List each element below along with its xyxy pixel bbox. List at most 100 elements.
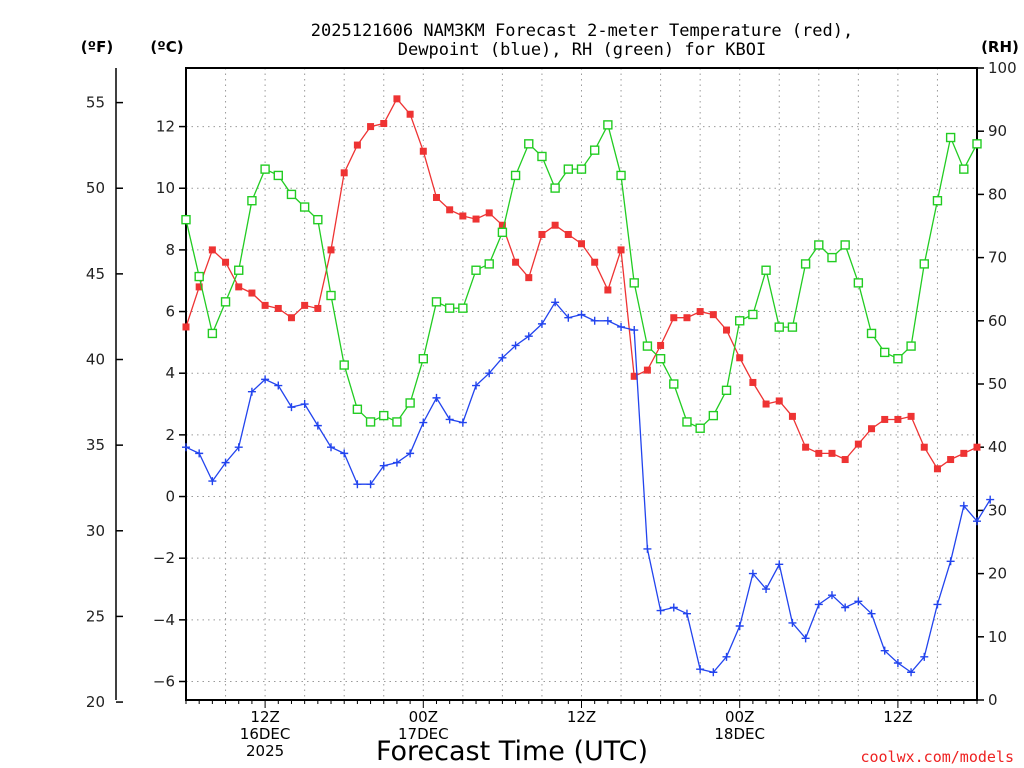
temperature-point bbox=[380, 119, 388, 127]
dewpoint-point bbox=[867, 609, 876, 618]
celsius-tick-label: 0 bbox=[165, 488, 175, 506]
temperature-point bbox=[340, 169, 348, 177]
chart-title-line-2: Dewpoint (blue), RH (green) for KBOI bbox=[398, 40, 766, 60]
x-tick-label: 18DEC bbox=[714, 725, 765, 743]
rh-point bbox=[326, 290, 336, 301]
dewpoint-point bbox=[722, 652, 731, 661]
dewpoint-point bbox=[682, 609, 691, 618]
rh-point bbox=[735, 316, 745, 326]
rh-point bbox=[589, 145, 600, 155]
temperature-point bbox=[907, 412, 915, 420]
rh-point bbox=[721, 385, 732, 396]
celsius-tick-label: −2 bbox=[153, 549, 175, 567]
rh-point bbox=[181, 214, 191, 225]
temperature-point bbox=[657, 341, 665, 349]
dewpoint-point bbox=[274, 381, 283, 390]
series-layer bbox=[181, 95, 995, 677]
fahrenheit-tick-label: 20 bbox=[86, 693, 105, 711]
rh-point bbox=[761, 265, 771, 275]
rh-point bbox=[906, 341, 916, 351]
temperature-point bbox=[841, 456, 849, 464]
temperature-point bbox=[749, 378, 757, 386]
celsius-tick-label: 10 bbox=[156, 179, 175, 197]
dewpoint-point bbox=[775, 560, 784, 569]
rh-tick-label: 60 bbox=[988, 312, 1007, 330]
temperature-point bbox=[775, 397, 783, 405]
dewpoint-point bbox=[327, 443, 336, 452]
temperature-point bbox=[446, 206, 454, 214]
rh-point bbox=[392, 417, 402, 427]
rh-point bbox=[695, 423, 705, 433]
x-tick-label: 12Z bbox=[567, 708, 596, 726]
fahrenheit-tick-label: 25 bbox=[86, 607, 105, 625]
rh-point bbox=[616, 170, 626, 181]
rh-tick-label: 70 bbox=[988, 249, 1007, 267]
rh-point bbox=[365, 417, 376, 427]
temperature-point bbox=[947, 456, 955, 464]
dewpoint-point bbox=[524, 332, 533, 341]
rh-point bbox=[642, 341, 653, 351]
temperature-point bbox=[578, 240, 585, 248]
dewpoint-point bbox=[880, 646, 889, 655]
rh-point bbox=[669, 379, 679, 389]
dewpoint-point bbox=[406, 449, 415, 458]
dewpoint-point bbox=[762, 585, 771, 594]
x-tick-label: 00Z bbox=[725, 708, 754, 726]
dewpoint-point bbox=[511, 341, 520, 350]
rh-point bbox=[827, 252, 837, 263]
rh-point bbox=[524, 139, 534, 149]
celsius-tick-label: 2 bbox=[165, 426, 175, 444]
temperature-point bbox=[498, 221, 506, 229]
series-dewpoint bbox=[182, 298, 995, 677]
dewpoint-point bbox=[933, 600, 942, 609]
rh-point bbox=[748, 309, 758, 320]
dewpoint-point bbox=[234, 443, 243, 452]
dewpoint-point bbox=[801, 634, 810, 643]
rh-point bbox=[814, 240, 824, 250]
dewpoint-point bbox=[445, 415, 454, 424]
chart-axes: 2025303540455055−6−4−2024681012010203040… bbox=[86, 59, 1017, 760]
dewpoint-point bbox=[709, 668, 718, 677]
dewpoint-point bbox=[669, 603, 678, 612]
temperature-point bbox=[828, 449, 836, 457]
temperature-point bbox=[736, 354, 744, 362]
temperature-point bbox=[367, 123, 375, 131]
temperature-point bbox=[406, 110, 414, 118]
temperature-point bbox=[327, 246, 335, 254]
celsius-unit-label: (ºC) bbox=[150, 38, 183, 56]
temperature-point bbox=[551, 221, 559, 229]
fahrenheit-unit-label: (ºF) bbox=[81, 38, 113, 56]
temperature-point bbox=[301, 301, 309, 309]
rh-point bbox=[247, 196, 257, 206]
rh-point bbox=[234, 265, 244, 275]
dewpoint-point bbox=[366, 480, 375, 489]
dewpoint-point bbox=[986, 495, 995, 504]
rh-point bbox=[576, 164, 587, 174]
dewpoint-point bbox=[893, 659, 902, 668]
dewpoint-point bbox=[195, 449, 204, 458]
temperature-point bbox=[432, 193, 440, 201]
x-tick-label: 12Z bbox=[883, 708, 912, 726]
temperature-point bbox=[564, 230, 572, 238]
dewpoint-point bbox=[261, 375, 270, 384]
dewpoint-point bbox=[603, 316, 612, 325]
temperature-point bbox=[208, 246, 216, 254]
temperature-point bbox=[762, 400, 770, 408]
temperature-point bbox=[881, 415, 889, 423]
rh-point bbox=[932, 196, 943, 206]
temperature-point bbox=[525, 274, 533, 282]
rh-point bbox=[945, 132, 956, 143]
rh-point bbox=[563, 164, 574, 174]
rh-point bbox=[471, 265, 481, 275]
rh-point bbox=[444, 303, 455, 313]
dewpoint-point bbox=[208, 477, 217, 486]
rh-point bbox=[550, 183, 560, 193]
temperature-point bbox=[723, 326, 731, 334]
rh-point bbox=[800, 259, 811, 269]
x-tick-label: 12Z bbox=[250, 708, 279, 726]
temperature-point bbox=[604, 286, 612, 294]
temperature-point bbox=[802, 443, 810, 451]
rh-point bbox=[497, 227, 508, 238]
dewpoint-point bbox=[472, 381, 481, 390]
